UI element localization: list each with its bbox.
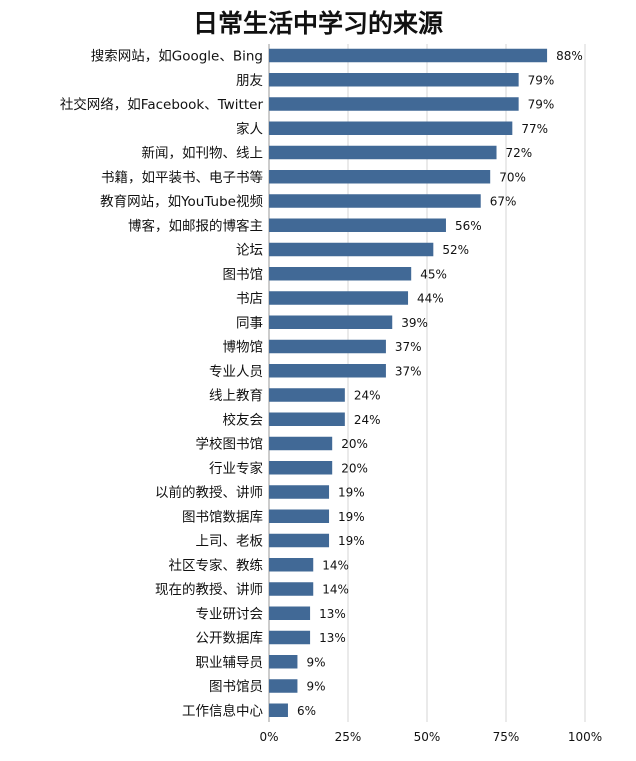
bar [269,558,314,572]
bar [269,388,345,402]
bar [269,194,481,208]
value-labels: 88%79%79%77%72%70%67%56%52%45%44%39%37%3… [297,49,583,718]
bar [269,485,330,499]
category-label: 社交网络，如Facebook、Twitter [60,96,264,113]
category-label: 朋友 [236,73,263,89]
category-labels: 搜索网站，如Google、Bing 朋友社交网络，如Facebook、Twitte… [60,49,264,720]
data-label: 88% [556,49,583,63]
data-label: 13% [319,631,346,645]
data-label: 37% [395,340,422,354]
category-label: 家人 [236,120,263,137]
bar [269,145,497,160]
data-label: 70% [499,170,526,184]
category-label: 公开数据库 [196,631,264,647]
data-label: 24% [354,413,381,427]
data-label: 44% [417,292,444,306]
category-label: 学校图书馆 [196,436,264,453]
category-label: 书店 [236,291,263,307]
data-label: 39% [401,316,428,330]
category-label: 论坛 [236,243,263,259]
bar [269,655,298,669]
category-label: 同事 [236,315,263,331]
bar [269,121,513,135]
data-label: 13% [319,607,346,621]
bar [269,436,333,451]
data-label: 6% [297,704,316,718]
data-label: 79% [528,98,555,112]
data-label: 52% [442,243,469,257]
bar [269,242,434,257]
data-label: 56% [455,219,482,233]
bar [269,170,491,184]
category-label: 上司、老板 [196,534,264,550]
category-label: 线上教育 [209,388,263,404]
data-label: 19% [338,510,365,524]
category-label: 教育网站，如YouTube视频 [100,194,263,210]
bar [269,630,311,645]
data-label: 14% [322,583,349,597]
category-label: 图书馆数据库 [182,509,263,525]
category-label: 图书馆 [223,267,264,283]
bar [269,412,345,426]
bar [269,97,519,111]
data-label: 19% [338,534,365,548]
bar [269,582,314,596]
bar [269,606,311,620]
data-label: 9% [306,655,325,669]
data-label: 45% [420,267,447,281]
data-label: 79% [528,73,555,87]
data-label: 37% [395,364,422,378]
data-label: 20% [341,461,368,475]
data-label: 67% [490,195,517,209]
bars-layer [269,48,548,717]
x-axis-ticks: 0% 25% 50% 75% 100% [259,730,602,744]
x-tick-label: 75% [493,730,520,744]
bar [269,315,393,329]
category-label: 专业研讨会 [196,606,264,622]
bar [269,339,386,354]
category-label: 新闻，如刊物、线上 [142,146,264,162]
category-label: 图书馆员 [209,679,263,695]
bar [269,48,548,63]
category-label: 专业人员 [209,364,263,380]
bar [269,267,412,281]
bar [269,679,298,693]
category-label: 以前的教授、讲师 [155,484,263,501]
data-label: 19% [338,486,365,500]
category-label: 工作信息中心 [182,702,263,719]
bar [269,509,330,523]
data-label: 20% [341,437,368,451]
data-label: 72% [506,146,533,160]
data-label: 14% [322,558,349,572]
category-label: 社区专家、教练 [169,557,264,574]
chart-title: 日常生活中学习的来源 [192,9,443,38]
bar [269,533,330,548]
category-label: 搜索网站，如Google、Bing [91,49,263,65]
grid-layer [268,44,586,722]
category-label: 校友会 [223,411,264,428]
bar [269,291,409,305]
x-tick-label: 25% [335,730,362,744]
bar [269,218,446,232]
category-label: 行业专家 [209,460,263,477]
bar [269,73,519,87]
category-label: 博物馆 [223,339,264,356]
category-label: 现在的教授、讲师 [155,582,263,598]
x-tick-label: 50% [414,730,441,744]
bar [269,461,333,475]
bar [269,703,288,717]
category-label: 博客，如邮报的博客主 [128,217,263,234]
category-label: 书籍，如平装书、电子书等 [101,169,263,186]
bar [269,364,386,378]
data-label: 24% [354,389,381,403]
x-tick-label: 100% [568,730,602,744]
data-label: 77% [521,122,548,136]
data-label: 9% [306,680,325,694]
category-label: 职业辅导员 [196,655,264,671]
x-tick-label: 0% [259,730,278,744]
